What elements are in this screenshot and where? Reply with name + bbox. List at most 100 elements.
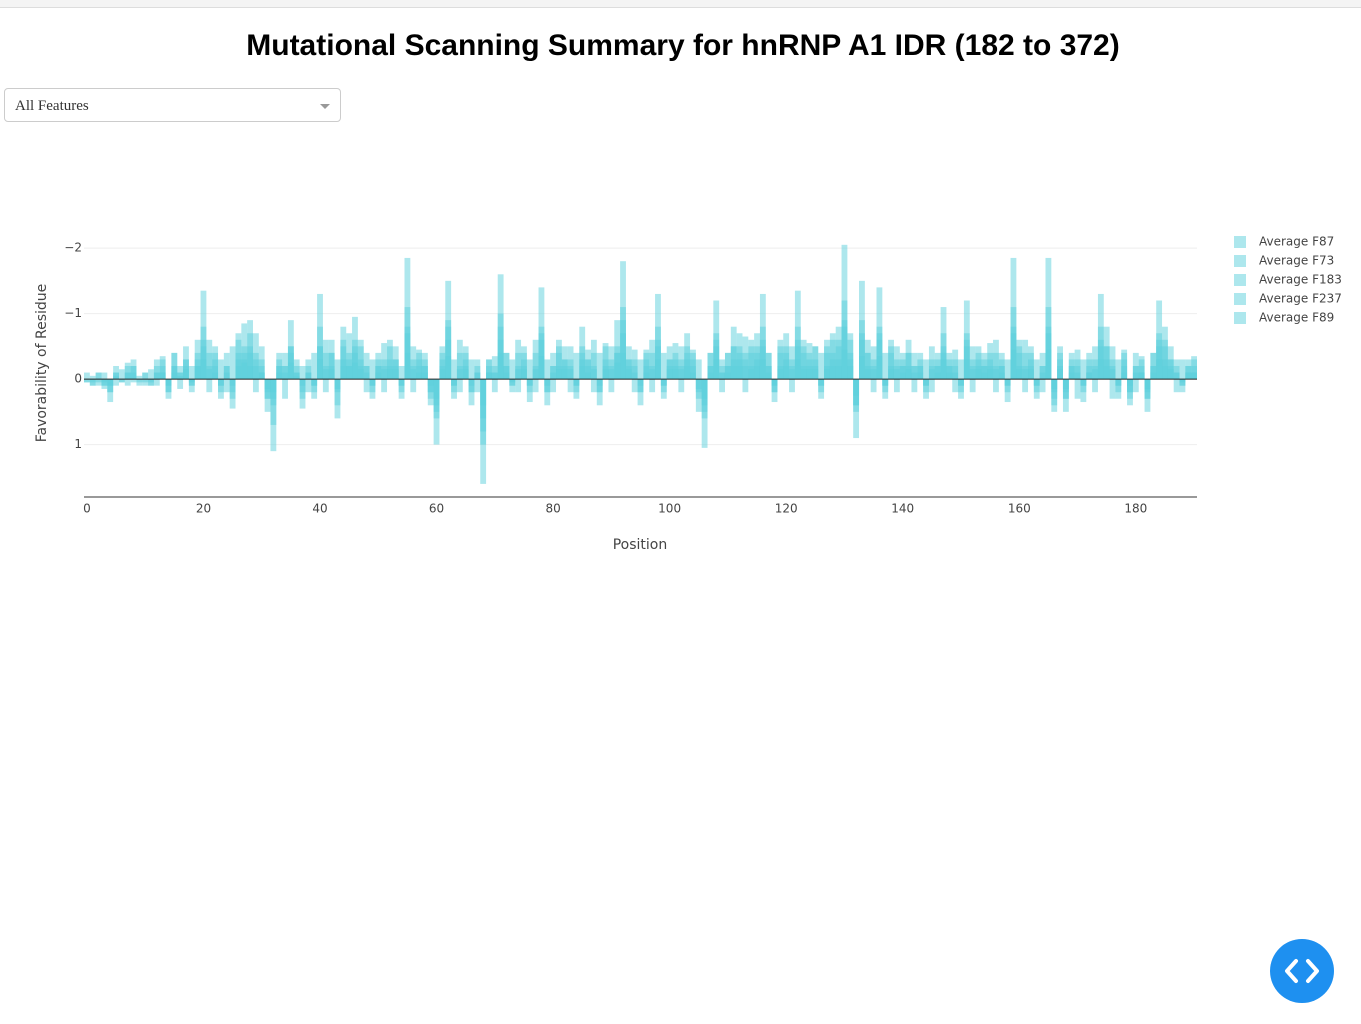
bar bbox=[375, 359, 382, 380]
bar bbox=[410, 379, 417, 393]
bar bbox=[864, 369, 871, 380]
bar bbox=[1156, 359, 1163, 380]
bar bbox=[334, 379, 341, 389]
bar bbox=[177, 372, 184, 380]
bar bbox=[1156, 339, 1163, 380]
bar bbox=[544, 379, 551, 386]
bar bbox=[608, 379, 615, 393]
feature-dropdown[interactable]: All Features bbox=[4, 88, 341, 122]
bar bbox=[404, 352, 411, 380]
bar bbox=[322, 369, 329, 380]
bar bbox=[1179, 379, 1186, 393]
bar bbox=[398, 379, 405, 393]
bar bbox=[707, 352, 714, 380]
bar bbox=[934, 359, 941, 380]
bar bbox=[398, 379, 405, 386]
bar bbox=[573, 379, 580, 386]
bar bbox=[928, 369, 935, 380]
bar bbox=[1051, 379, 1058, 389]
bar bbox=[876, 356, 883, 380]
x-tick-label: 120 bbox=[775, 502, 798, 516]
bar bbox=[1138, 359, 1145, 380]
bar bbox=[258, 346, 265, 380]
bar bbox=[247, 366, 253, 380]
bar bbox=[882, 379, 889, 393]
bar bbox=[1138, 372, 1145, 380]
bar bbox=[334, 359, 341, 380]
bar bbox=[235, 366, 242, 380]
bar bbox=[829, 366, 836, 380]
bar bbox=[643, 372, 650, 380]
bar bbox=[369, 379, 376, 386]
bar bbox=[1004, 379, 1011, 386]
bar bbox=[730, 366, 737, 380]
bar bbox=[456, 379, 463, 393]
bar bbox=[765, 352, 772, 380]
bar bbox=[794, 339, 801, 380]
bar bbox=[445, 326, 452, 380]
bar bbox=[252, 366, 259, 380]
bar bbox=[223, 379, 230, 393]
bar bbox=[987, 352, 994, 380]
bar bbox=[975, 352, 982, 380]
bar bbox=[888, 346, 894, 380]
bar bbox=[451, 359, 457, 380]
legend-swatch bbox=[1234, 255, 1246, 267]
legend-swatch bbox=[1234, 274, 1246, 286]
bar bbox=[218, 379, 224, 393]
legend-swatch bbox=[1234, 312, 1246, 324]
bar bbox=[736, 346, 743, 380]
bar bbox=[346, 366, 353, 380]
bar bbox=[917, 359, 924, 380]
chart-title: Mutational Scanning Summary for hnRNP A1… bbox=[246, 29, 1120, 62]
bar bbox=[130, 366, 137, 380]
bar bbox=[993, 379, 999, 393]
bar bbox=[1162, 366, 1168, 380]
bar bbox=[416, 372, 422, 380]
bar bbox=[1179, 379, 1186, 383]
bar bbox=[637, 379, 644, 386]
bar bbox=[666, 369, 673, 380]
bar bbox=[561, 369, 568, 380]
bar bbox=[969, 379, 976, 393]
bar bbox=[556, 346, 562, 380]
bar bbox=[171, 352, 178, 380]
bar bbox=[1092, 379, 1098, 393]
bar bbox=[381, 369, 388, 380]
bar bbox=[818, 379, 825, 393]
bar bbox=[847, 339, 854, 380]
bar bbox=[509, 359, 516, 380]
bar bbox=[247, 333, 253, 380]
bar bbox=[794, 359, 801, 380]
bar bbox=[1057, 369, 1063, 380]
code-toggle-button[interactable] bbox=[1270, 939, 1334, 1003]
bar bbox=[474, 372, 481, 380]
bar bbox=[963, 359, 970, 380]
bar bbox=[608, 369, 615, 380]
bar bbox=[1144, 379, 1151, 389]
bar bbox=[824, 369, 830, 380]
bar bbox=[206, 379, 213, 393]
bar bbox=[439, 369, 446, 380]
bar bbox=[311, 379, 318, 393]
bar bbox=[352, 362, 358, 380]
bar bbox=[987, 369, 994, 380]
bar bbox=[369, 359, 376, 380]
bar bbox=[113, 379, 119, 386]
bar bbox=[1121, 372, 1128, 380]
bar bbox=[503, 372, 510, 380]
bar bbox=[730, 346, 737, 380]
y-tick-label: 0 bbox=[74, 372, 82, 386]
bar bbox=[392, 369, 399, 380]
bar bbox=[690, 372, 696, 380]
bar bbox=[1179, 359, 1186, 380]
bar bbox=[835, 339, 842, 380]
bar bbox=[212, 372, 219, 380]
bar bbox=[946, 359, 953, 380]
bar bbox=[200, 339, 207, 380]
bar bbox=[113, 375, 119, 380]
bar bbox=[142, 379, 149, 383]
bar bbox=[101, 372, 108, 380]
bar bbox=[1039, 379, 1046, 393]
bar bbox=[474, 379, 481, 393]
